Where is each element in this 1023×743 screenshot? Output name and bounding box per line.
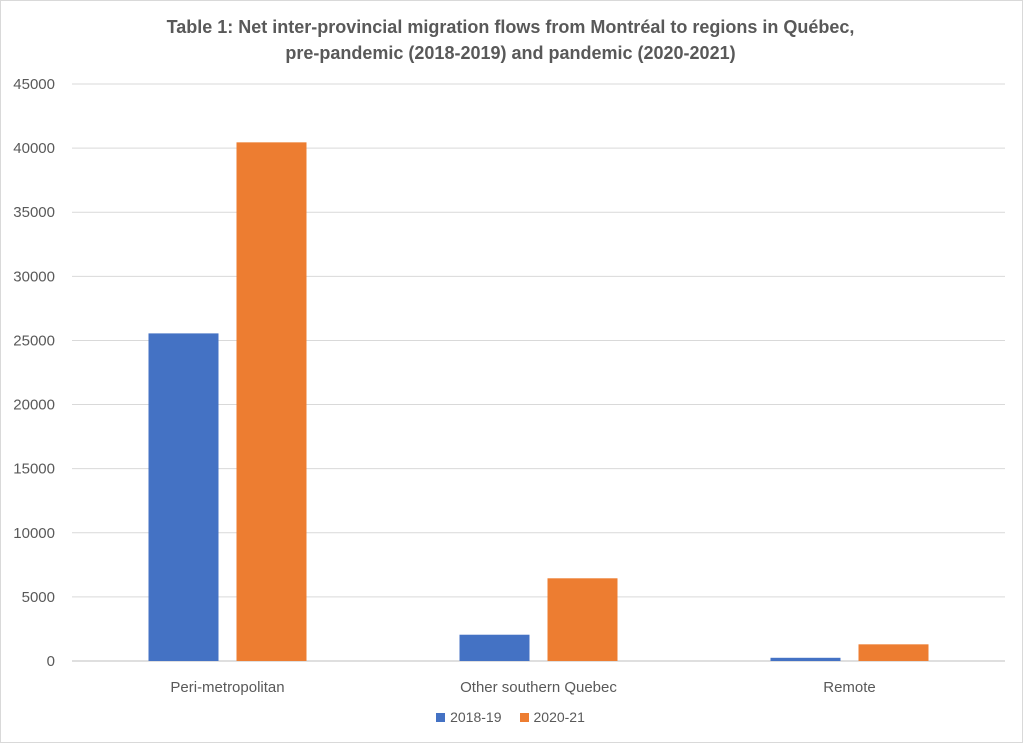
y-tick-label: 35000 (13, 204, 55, 221)
chart-title-line-1: Table 1: Net inter-provincial migration … (166, 17, 855, 37)
legend-item-series-1: 2018-19 (436, 709, 502, 725)
bar-2018-19-remote (770, 657, 841, 661)
y-tick-label: 20000 (13, 397, 55, 414)
legend: 2018-19 2020-21 (0, 709, 1021, 725)
bar-2018-19-peri-metropolitan (148, 333, 219, 661)
bar-2018-19-other-southern-quebec (459, 634, 530, 661)
legend-swatch-series-1 (436, 712, 446, 722)
bar-2020-21-remote (858, 644, 929, 661)
bar-2020-21-peri-metropolitan (236, 142, 307, 661)
x-tick-label: Peri-metropolitan (170, 679, 284, 696)
chart-title: Table 1: Net inter-provincial migration … (0, 14, 1021, 66)
legend-label-series-2: 2020-21 (533, 709, 585, 725)
y-tick-label: 0 (47, 653, 55, 670)
y-tick-label: 15000 (13, 461, 55, 478)
bar-2020-21-other-southern-quebec (547, 578, 618, 661)
y-tick-label: 10000 (13, 525, 55, 542)
y-tick-label: 40000 (13, 140, 55, 157)
y-tick-label: 30000 (13, 268, 55, 285)
legend-item-series-2: 2020-21 (519, 709, 585, 725)
legend-swatch-series-2 (519, 712, 529, 722)
chart-title-line-2: pre-pandemic (2018-2019) and pandemic (2… (285, 43, 736, 63)
x-tick-label: Other southern Quebec (460, 679, 617, 696)
y-tick-label: 25000 (13, 332, 55, 349)
y-tick-label: 5000 (22, 589, 55, 606)
x-tick-label: Remote (823, 679, 876, 696)
y-tick-label: 45000 (13, 76, 55, 93)
legend-label-series-1: 2018-19 (450, 709, 502, 725)
